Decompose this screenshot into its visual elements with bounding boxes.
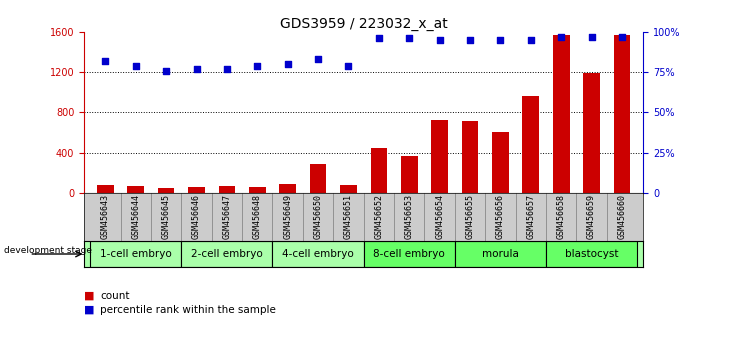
Bar bbox=[462, 121, 478, 193]
Text: GSM456657: GSM456657 bbox=[526, 194, 535, 239]
Bar bbox=[97, 185, 114, 193]
Text: GSM456646: GSM456646 bbox=[192, 194, 201, 239]
Bar bbox=[279, 184, 296, 193]
Bar bbox=[188, 187, 205, 193]
Text: GSM456656: GSM456656 bbox=[496, 194, 505, 239]
Text: GSM456644: GSM456644 bbox=[132, 194, 140, 239]
Text: ■: ■ bbox=[84, 305, 98, 315]
Bar bbox=[401, 156, 417, 193]
Text: morula: morula bbox=[482, 249, 519, 259]
Bar bbox=[583, 73, 600, 193]
Text: 8-cell embryo: 8-cell embryo bbox=[374, 249, 445, 259]
Bar bbox=[371, 148, 387, 193]
Text: GSM456648: GSM456648 bbox=[253, 194, 262, 239]
Text: GSM456655: GSM456655 bbox=[466, 194, 474, 239]
Text: percentile rank within the sample: percentile rank within the sample bbox=[100, 305, 276, 315]
Text: GSM456654: GSM456654 bbox=[435, 194, 444, 239]
Bar bbox=[273, 241, 364, 267]
Point bbox=[433, 37, 445, 43]
Point bbox=[191, 66, 202, 72]
Text: 4-cell embryo: 4-cell embryo bbox=[282, 249, 354, 259]
Text: GSM456652: GSM456652 bbox=[374, 194, 383, 239]
Point bbox=[160, 68, 172, 73]
Text: GSM456653: GSM456653 bbox=[405, 194, 414, 239]
Point bbox=[221, 66, 232, 72]
Text: development stage: development stage bbox=[4, 246, 91, 255]
Bar bbox=[310, 164, 327, 193]
Point bbox=[343, 63, 355, 69]
Point bbox=[464, 37, 476, 43]
Text: count: count bbox=[100, 291, 129, 301]
Point bbox=[616, 34, 628, 40]
Point bbox=[495, 37, 507, 43]
Text: GSM456660: GSM456660 bbox=[618, 194, 626, 239]
Point bbox=[556, 34, 567, 40]
Bar bbox=[455, 241, 546, 267]
Point bbox=[99, 58, 111, 64]
Bar bbox=[613, 35, 630, 193]
Text: GSM456645: GSM456645 bbox=[162, 194, 170, 239]
Bar bbox=[249, 187, 265, 193]
Point bbox=[130, 63, 142, 69]
Bar bbox=[90, 241, 181, 267]
Text: GSM456659: GSM456659 bbox=[587, 194, 596, 239]
Point bbox=[282, 61, 294, 67]
Point bbox=[404, 35, 415, 41]
Bar bbox=[219, 186, 235, 193]
Point bbox=[525, 37, 537, 43]
Bar bbox=[127, 187, 144, 193]
Text: GSM456651: GSM456651 bbox=[344, 194, 353, 239]
Point bbox=[312, 56, 324, 62]
Bar bbox=[181, 241, 273, 267]
Text: 2-cell embryo: 2-cell embryo bbox=[191, 249, 262, 259]
Bar bbox=[523, 96, 539, 193]
Text: GSM456649: GSM456649 bbox=[283, 194, 292, 239]
Text: GSM456643: GSM456643 bbox=[101, 194, 110, 239]
Bar bbox=[158, 188, 175, 193]
Title: GDS3959 / 223032_x_at: GDS3959 / 223032_x_at bbox=[280, 17, 447, 31]
Text: GSM456658: GSM456658 bbox=[557, 194, 566, 239]
Text: blastocyst: blastocyst bbox=[565, 249, 618, 259]
Text: ■: ■ bbox=[84, 291, 98, 301]
Bar bbox=[492, 132, 509, 193]
Point bbox=[251, 63, 263, 69]
Text: GSM456647: GSM456647 bbox=[222, 194, 232, 239]
Bar bbox=[546, 241, 637, 267]
Bar bbox=[431, 120, 448, 193]
Point bbox=[586, 34, 597, 40]
Bar bbox=[340, 185, 357, 193]
Text: 1-cell embryo: 1-cell embryo bbox=[100, 249, 172, 259]
Text: GSM456650: GSM456650 bbox=[314, 194, 322, 239]
Bar bbox=[553, 35, 569, 193]
Bar bbox=[363, 241, 455, 267]
Point bbox=[373, 35, 385, 41]
